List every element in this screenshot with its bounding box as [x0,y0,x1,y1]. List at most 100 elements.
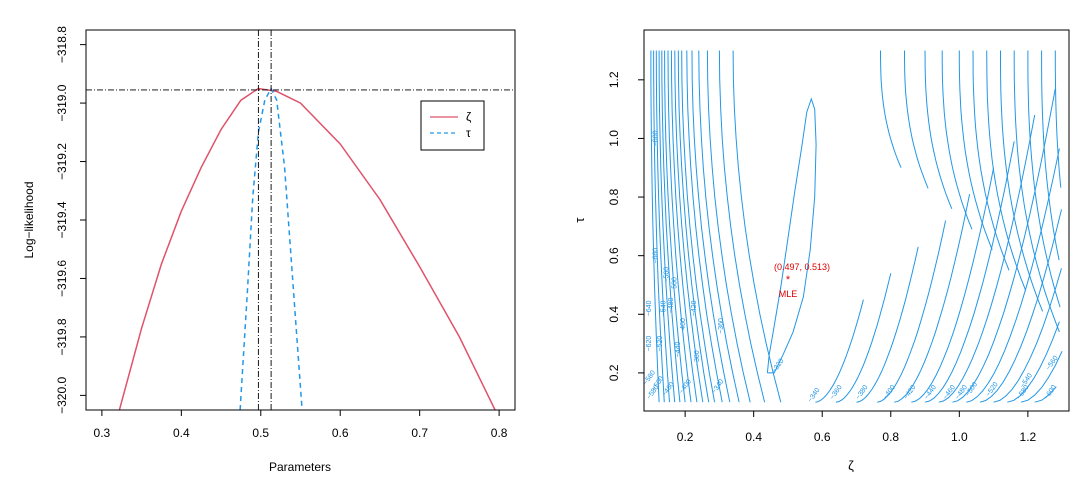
x-tick-label: 0.2 [677,430,694,444]
x-tick-label: 1.2 [1020,430,1037,444]
contour-label: −420 [903,384,918,401]
contour-line [941,50,973,230]
contour-label: −560 [664,267,671,283]
x-axis: 0.2 0.4 0.6 0.8 1.0 1.2 [677,411,1037,444]
contour-line [958,50,993,250]
contour-line [1007,321,1060,403]
y-tick-label: 0.8 [607,188,621,205]
contour-line [653,50,665,403]
contour-line [732,50,782,403]
contour-label: −660 [653,248,660,264]
plot-frame [643,29,1070,412]
contour-label: −340 [711,378,726,395]
y-tick-label: −319.6 [55,260,69,297]
x-tick-label: 0.4 [745,430,762,444]
contour-label: −500 [672,277,679,293]
contour-line [661,50,681,403]
contour-label: −620 [646,336,653,352]
contour-line [650,50,660,403]
contour-line [1000,50,1044,312]
contour-line [674,50,704,403]
contour-line [664,50,686,403]
contour-label: −380 [855,384,870,401]
contour-line [924,50,953,209]
contour-label: −540 [660,300,667,316]
contour-label: −520 [657,336,664,352]
contour-line [880,50,902,168]
contour-line [835,273,892,403]
mle-point: * [786,274,791,286]
y-axis: 0.2 0.4 0.6 0.8 1.0 1.2 [607,71,644,381]
contour-line [655,50,670,403]
x-tick-label: 0.5 [252,426,269,440]
y-tick-label: 0.2 [607,364,621,381]
contour-label: −380 [694,350,701,366]
y-tick-label: −319.2 [55,143,69,180]
contour-label: −460 [680,318,687,334]
contour-line [1041,50,1060,261]
contour-label: −440 [675,342,682,358]
legend-zeta-label: ζ [466,110,472,124]
contour-line [904,50,929,189]
contour-line [972,50,1010,271]
contour-line [952,88,1056,403]
mle-label: MLE [779,289,798,299]
contour-line [698,50,740,403]
contour-line [966,148,1060,403]
contour-label: −480 [668,298,675,314]
y-tick-label: −319.0 [55,84,69,121]
profile-likelihood-chart: 0.3 0.4 0.5 0.6 0.7 0.8 −318.8−319.0−319.2−31… [22,26,516,474]
contour-line [718,50,766,403]
contour-line [938,114,1036,403]
contour-level-labels: −600−660−560−500−640 −540 −480 −420−460 −360… [642,130,1060,403]
reference-lines [86,30,515,410]
contour-label: −640 [646,300,653,316]
contour-line [686,50,723,403]
y-tick-label: −318.8 [55,26,69,63]
x-tick-label: 0.6 [332,426,349,440]
contour-line [894,193,971,403]
contour-line [681,50,716,403]
contour-line [658,50,676,403]
x-tick-label: 1.0 [951,430,968,444]
contour-line [1027,50,1061,308]
contour-line-closed [766,97,817,374]
x-axis-label: ζ [848,458,854,473]
contour-line [706,50,751,403]
contour-label: −560 [1045,355,1060,372]
contour-line [1013,50,1060,333]
contour-label: −500 [964,381,979,398]
series-tau-line [239,86,303,411]
likelihood-contour-chart: −600−660−560−500−640 −540 −480 −420−460 −360… [572,29,1070,473]
y-tick-label: 0.6 [607,247,621,264]
contour-label: −360 [718,318,725,334]
x-tick-label: 0.6 [814,430,831,444]
y-axis: −318.8 −319.0 −319.2 −319.4 −319.6 −319.8 −320… [55,26,86,414]
legend-box [420,100,485,151]
mle-marker-group: (0.497, 0.513) * MLE [774,262,830,299]
contour-label: −600 [653,130,660,146]
y-axis-label: Log−likelihood [22,181,36,258]
contour-line [856,246,919,403]
contour-line [986,50,1027,291]
contour-label: −440 [923,384,938,401]
x-tick-label: 0.8 [491,426,508,440]
contour-label: −320 [771,358,786,375]
y-tick-label: −320.0 [55,377,69,414]
legend-tau-label: τ [466,126,471,140]
contour-line [1034,386,1057,403]
x-axis-label: Parameters [269,460,331,474]
contour-line [876,220,947,403]
contour-line [677,50,710,403]
y-axis-label: τ [572,217,587,223]
contour-label: −400 [678,378,693,395]
x-tick-label: 0.4 [173,426,190,440]
legend: ζ τ [420,100,485,151]
contour-line [667,50,692,403]
y-tick-label: 0.4 [607,306,621,323]
x-tick-label: 0.3 [94,426,111,440]
contour-line [911,167,995,403]
contour-line [1054,50,1062,188]
y-tick-label: −319.8 [55,318,69,355]
